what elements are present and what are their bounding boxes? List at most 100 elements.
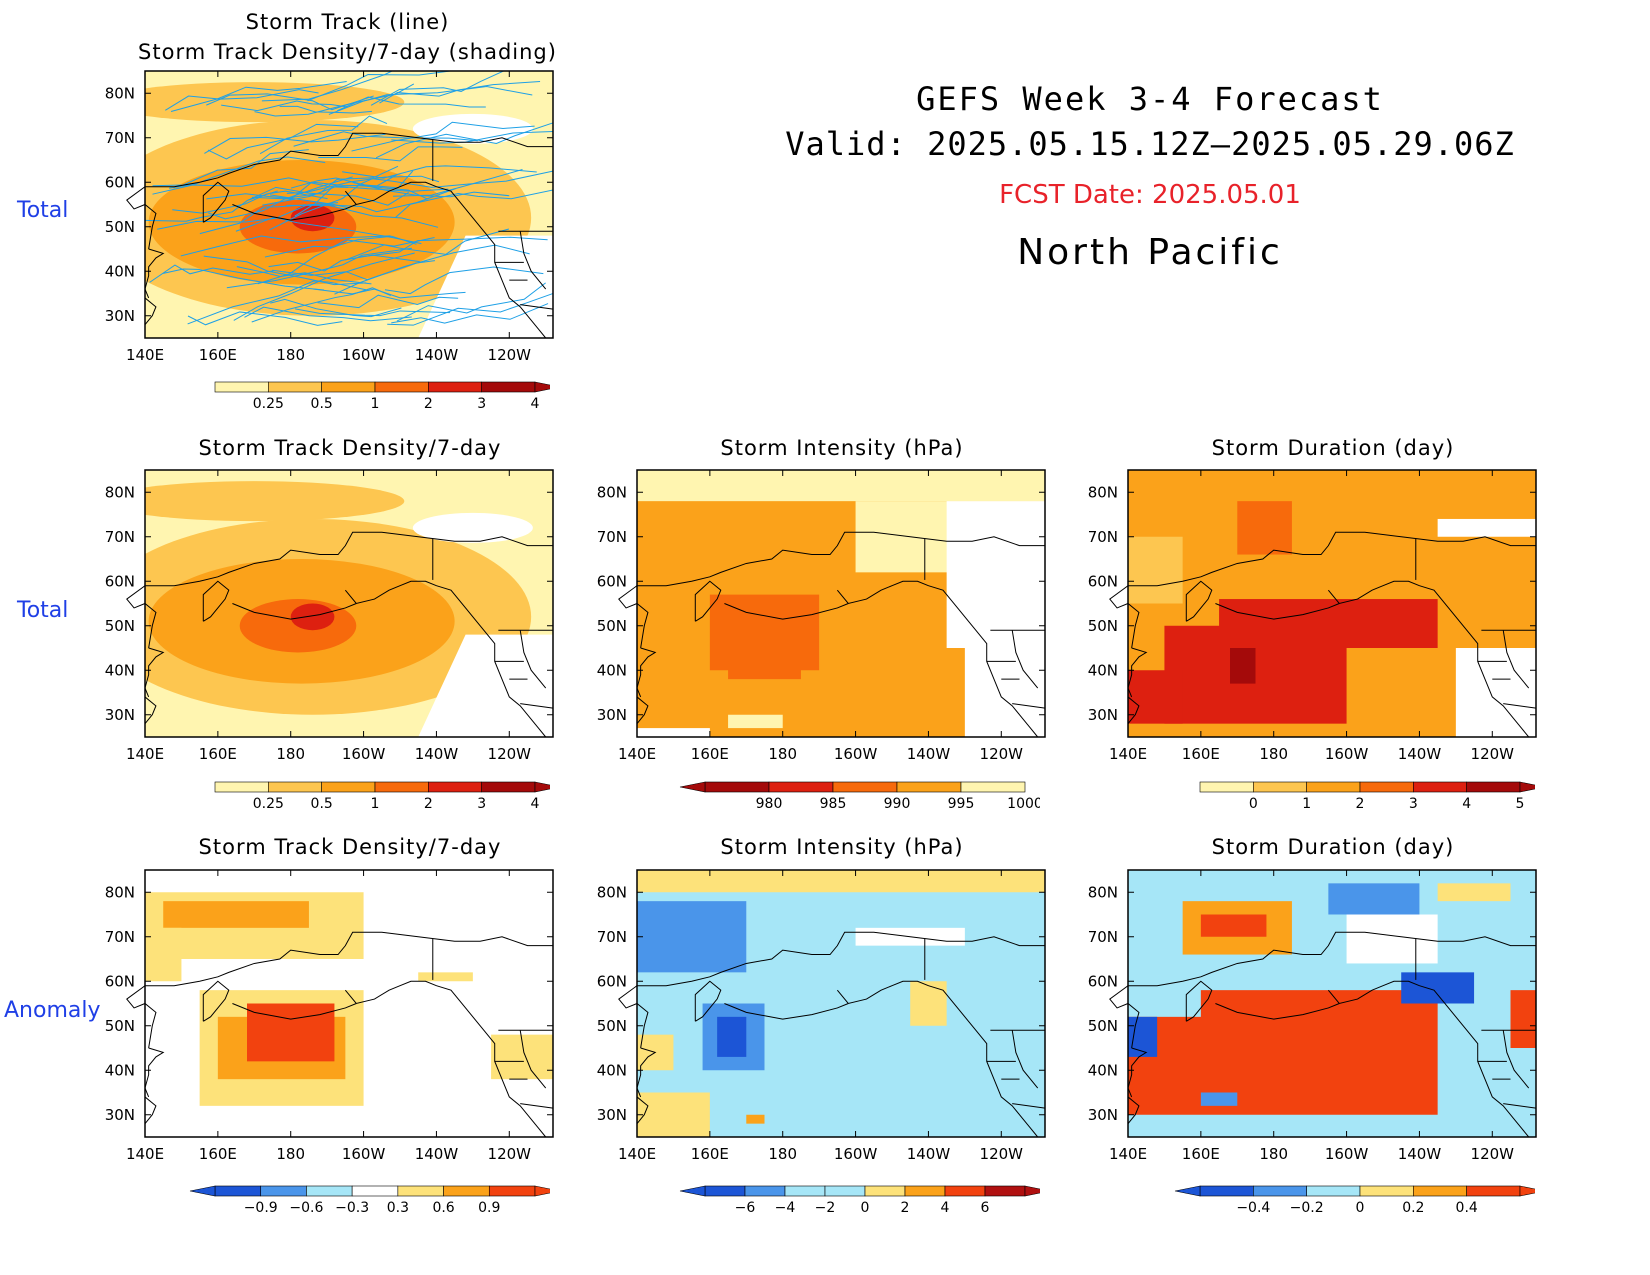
colorbar-label: 0.2 [1402, 1200, 1424, 1212]
map-frame [144, 469, 554, 738]
map-frame [1127, 469, 1537, 738]
panel-title-density-anom: Storm Track Density/7-day [198, 835, 502, 859]
colorbar-swatch [1253, 781, 1307, 793]
intensity-total-lon-label: 160W [834, 745, 878, 763]
colorbar-swatch [1413, 1185, 1467, 1197]
track-lon-label: 160W [342, 346, 386, 364]
colorbar-label: 980 [756, 796, 783, 808]
colorbar-label: 0.25 [253, 396, 284, 408]
density-anom-lat-label: 30N [105, 1106, 135, 1124]
colorbar-label: 1 [371, 396, 380, 408]
colorbar-label: 0.3 [387, 1200, 409, 1212]
track-lat-label: 70N [105, 129, 135, 147]
duration-total-lon-label: 140E [1109, 745, 1147, 763]
coastlines [618, 531, 1046, 738]
map-intensity-anom: 140E 160E 180 160W 140W 120W 80N 70N 60N 50N 40N 30… [597, 869, 1046, 1163]
panel-title-duration-total: Storm Duration (day) [1211, 436, 1455, 460]
colorbar-swatch [260, 1185, 307, 1197]
map-density-total: 140E 160E 180 160W 140W 120W 80N 70N 60N 50N 40N 30… [105, 469, 554, 763]
duration-anom-lat-label: 70N [1088, 928, 1118, 946]
colorbar-label: 2 [424, 796, 433, 808]
density-anom-lon-label: 160E [199, 1145, 237, 1163]
duration-total-lon-label: 120W [1471, 745, 1515, 763]
duration-anom-lat-label: 80N [1088, 883, 1118, 901]
colorbar-density-top: 0.25 0.5 1 2 3 4 [214, 381, 550, 408]
colorbar-label: 3 [477, 396, 486, 408]
colorbar-swatch [214, 781, 269, 793]
colorbar-swatch [1359, 781, 1414, 793]
panel-title-intensity-total: Storm Intensity (hPa) [720, 436, 964, 460]
duration-anom-lon-label: 160W [1325, 1145, 1369, 1163]
colorbar-swatch [768, 781, 834, 793]
coastlines [126, 931, 554, 1138]
colorbar-swatch [443, 1185, 490, 1197]
region-name: North Pacific [1017, 232, 1283, 273]
panel-title-intensity-anom: Storm Intensity (hPa) [720, 835, 964, 859]
intensity-total-lon-label: 140E [618, 745, 656, 763]
density-total-lon-label: 120W [488, 745, 532, 763]
colorbar-label: −0.9 [244, 1200, 278, 1212]
colorbar-swatch [864, 1185, 906, 1197]
colorbar-swatch [306, 1185, 353, 1197]
colorbar-label: 1000 [1007, 796, 1040, 808]
colorbar-label: 0.9 [478, 1200, 500, 1212]
density-anom-lon-label: 160W [342, 1145, 386, 1163]
colorbar-label: 0 [1249, 796, 1258, 808]
colorbar-swatch [824, 1185, 866, 1197]
intensity-anom-lat-label: 70N [597, 928, 627, 946]
colorbar-swatch [268, 381, 322, 393]
panel-title-track-line: Storm Track (line) [245, 10, 450, 34]
map-frame [636, 469, 1046, 738]
density-total-lat-label: 60N [105, 572, 135, 590]
coastlines [126, 531, 554, 738]
colorbar-label: −4 [775, 1200, 796, 1212]
row-label-total-2: Total [17, 598, 69, 623]
colorbar-density: 0.25 0.5 1 2 3 4 [214, 781, 550, 808]
track-lon-label: 160E [199, 346, 237, 364]
colorbar-intensity-anom: −6 −4 −2 0 2 4 6 [679, 1185, 1040, 1212]
colorbar-label: 3 [477, 796, 486, 808]
intensity-total-lon-label: 160E [691, 745, 729, 763]
storm-track-lines [145, 71, 553, 326]
colorbar-swatch [374, 781, 429, 793]
coastlines [126, 132, 554, 339]
intensity-total-lat-label: 40N [597, 661, 627, 679]
colorbar-label: −0.3 [335, 1200, 369, 1212]
colorbar-swatch [832, 781, 898, 793]
colorbar-swatch [960, 781, 1026, 793]
colorbar-swatch [784, 1185, 826, 1197]
colorbar-swatch [214, 381, 269, 393]
duration-total-lat-label: 30N [1088, 706, 1118, 724]
colorbar-label: 0.5 [311, 796, 333, 808]
density-anom-lon-label: 120W [488, 1145, 532, 1163]
colorbar-swatch [481, 381, 536, 393]
duration-total-lat-label: 80N [1088, 483, 1118, 501]
track-lon-label: 140E [126, 346, 164, 364]
forecast-title: GEFS Week 3-4 Forecast [916, 80, 1384, 118]
density-anom-lat-label: 80N [105, 883, 135, 901]
colorbar-label: 3 [1409, 796, 1418, 808]
colorbar-swatch [944, 1185, 986, 1197]
density-total-lon-label: 180 [276, 745, 305, 763]
colorbar-label: −6 [735, 1200, 756, 1212]
colorbar-swatch [481, 781, 536, 793]
density-total-lat-label: 40N [105, 661, 135, 679]
map-frame [144, 869, 554, 1138]
fcst-date: FCST Date: 2025.05.01 [999, 180, 1301, 210]
density-total-lon-label: 160E [199, 745, 237, 763]
valid-period: Valid: 2025.05.15.12Z–2025.05.29.06Z [785, 125, 1515, 163]
duration-total-lon-label: 160W [1325, 745, 1369, 763]
colorbar-swatch [321, 781, 376, 793]
duration-total-lon-label: 180 [1259, 745, 1288, 763]
duration-anom-lon-label: 180 [1259, 1145, 1288, 1163]
colorbar-density-anom: −0.9 −0.6 −0.3 0.3 0.6 0.9 [189, 1185, 550, 1212]
colorbar-label: 2 [1356, 796, 1365, 808]
duration-anom-lon-label: 140E [1109, 1145, 1147, 1163]
intensity-total-lat-label: 80N [597, 483, 627, 501]
colorbar-label: 2 [424, 396, 433, 408]
panel-title-track-shading: Storm Track Density/7-day (shading) [138, 40, 557, 64]
colorbar-swatch [397, 1185, 444, 1197]
colorbar-swatch [1466, 781, 1521, 793]
density-anom-lon-label: 180 [276, 1145, 305, 1163]
intensity-anom-lon-label: 120W [980, 1145, 1024, 1163]
